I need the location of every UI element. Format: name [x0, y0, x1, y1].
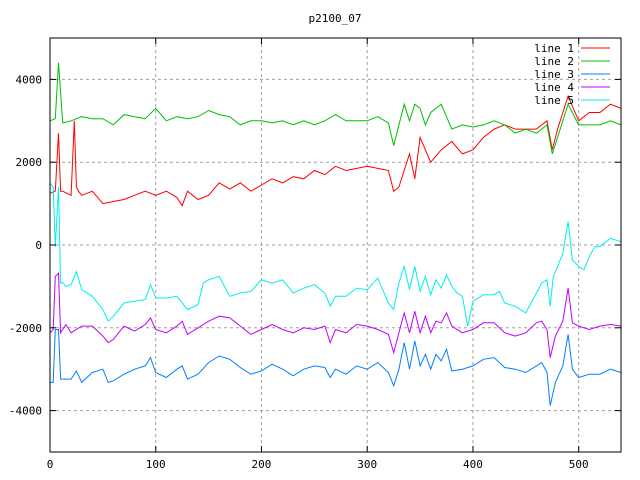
x-tick-label: 300: [357, 458, 377, 471]
y-tick-label: -4000: [9, 405, 42, 418]
series-line-1: [49, 94, 622, 207]
grid: [50, 38, 621, 452]
y-tick-label: 0: [35, 239, 42, 252]
ticks: 0 100 200 300 400 500 -4000 -2000 0 2000 4000: [9, 38, 621, 471]
series-lines: [49, 62, 622, 406]
series-line-3: [50, 329, 622, 406]
x-tick-label: 100: [146, 458, 166, 471]
y-tick-label: -2000: [9, 322, 42, 335]
series-line-2: [49, 62, 622, 155]
legend-label: line 5: [534, 94, 574, 107]
x-tick-label: 0: [47, 458, 54, 471]
legend-label: line 2: [534, 55, 574, 68]
series-line-4: [49, 272, 622, 358]
x-tick-label: 500: [569, 458, 589, 471]
y-tick-label: 4000: [16, 73, 43, 86]
series-line-5: [49, 182, 622, 327]
y-tick-label: 2000: [16, 156, 43, 169]
x-tick-label: 200: [252, 458, 272, 471]
x-tick-label: 400: [463, 458, 483, 471]
legend-label: line 1: [534, 42, 574, 55]
chart-title: p2100_07: [309, 12, 362, 25]
legend-label: line 4: [534, 81, 574, 94]
legend-label: line 3: [534, 68, 574, 81]
